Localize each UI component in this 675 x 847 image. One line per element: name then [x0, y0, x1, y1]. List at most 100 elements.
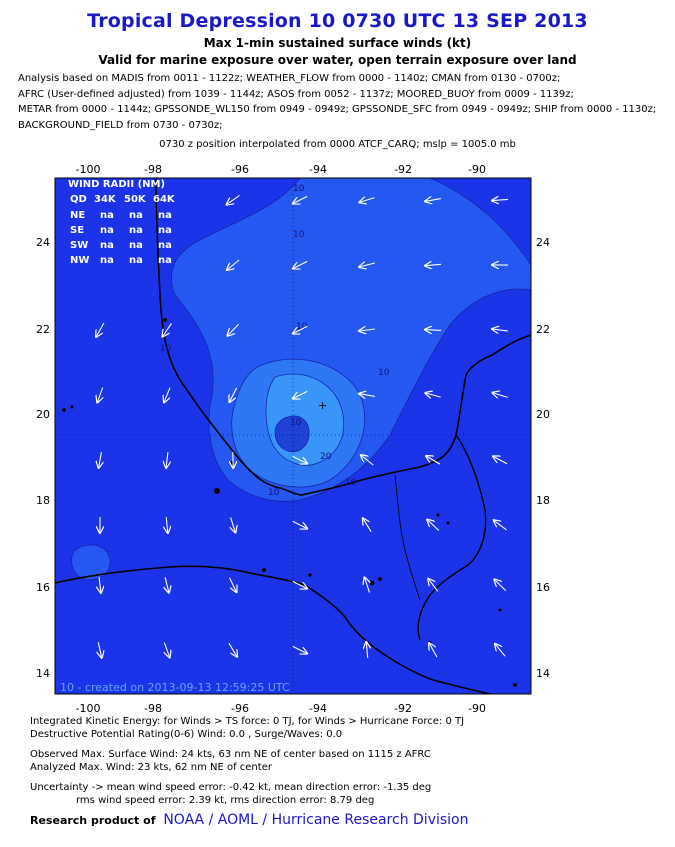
wind-radii-header: 50K [124, 194, 147, 205]
island [62, 408, 66, 412]
lon-tick: -94 [309, 163, 327, 176]
wind-radii-value: na [100, 240, 114, 251]
research-credit: Research product of NOAA / AOML / Hurric… [30, 812, 468, 828]
position-note: 0730 z position interpolated from 0000 A… [159, 139, 516, 150]
wind-arrow [229, 387, 238, 402]
wind-arrow [359, 263, 375, 267]
wind-radii-quadrant: SW [70, 240, 88, 251]
island [378, 577, 382, 581]
wind-arrow [425, 264, 442, 265]
wind-arrow [495, 644, 506, 657]
island [446, 521, 450, 525]
wind-arrow [365, 577, 370, 593]
wind-arrow [292, 455, 307, 463]
wind-arrow [164, 387, 171, 403]
lat-tick: 24 [36, 236, 50, 249]
lon-tick: -94 [309, 702, 327, 715]
island [436, 513, 440, 517]
dpr-line: Destructive Potential Rating(0-6) Wind: … [30, 729, 343, 740]
wind-arrow [492, 199, 509, 200]
wind-arrow [426, 456, 441, 465]
wind-radii-value: na [129, 210, 143, 221]
contour-label: 10 [290, 418, 302, 428]
summary-statistics: Integrated Kinetic Energy: for Winds > T… [30, 715, 464, 807]
wind-radii-value: na [158, 255, 172, 266]
map-frame [54, 177, 532, 695]
wind-arrow [492, 329, 508, 331]
graticule [55, 178, 531, 694]
island [262, 568, 266, 572]
wind-arrow [99, 452, 102, 468]
lat-tick: 20 [36, 408, 50, 421]
ike-line: Integrated Kinetic Energy: for Winds > T… [30, 716, 465, 727]
wind-arrow [227, 194, 240, 204]
island [369, 580, 375, 586]
lon-tick: -98 [144, 702, 162, 715]
map-subtitle: Max 1-min sustained surface winds (kt) [203, 36, 472, 50]
storm-center-marker: + [318, 399, 327, 412]
wind-arrow [98, 642, 101, 658]
wind-radii-value: na [129, 240, 143, 251]
lat-ticks-right: 24 22 20 18 16 14 [536, 236, 550, 680]
wind-arrow [293, 325, 308, 333]
analysis-line: METAR from 0000 - 1144z; GPSSONDE_WL150 … [18, 104, 657, 115]
lon-tick: -92 [394, 702, 412, 715]
island [308, 573, 312, 577]
lon-ticks-bottom: -100 -98 -96 -94 -92 -90 [76, 702, 486, 715]
map-title: Tropical Depression 10 0730 UTC 13 SEP 2… [87, 10, 588, 32]
wind-arrow [293, 195, 308, 203]
wind-radii-value: na [129, 255, 143, 266]
wind-arrow [165, 577, 169, 593]
wind-arrow [492, 393, 508, 398]
lat-tick: 22 [536, 323, 550, 336]
wind-arrow [292, 520, 307, 528]
wind-arrow [166, 516, 168, 533]
wind-arrow [293, 260, 308, 268]
contour-label: 10 [293, 184, 305, 194]
analysis-sources: Analysis based on MADIS from 0011 - 1122… [18, 71, 668, 133]
island [214, 488, 220, 494]
contour-label: 10 [378, 368, 390, 378]
island [70, 405, 74, 409]
analysis-line: BACKGROUND_FIELD from 0730 - 0730z; [18, 119, 223, 131]
wind-arrow [292, 580, 307, 588]
created-stamp: 10 - created on 2013-09-13 12:59:25 UTC [60, 681, 290, 694]
lat-tick: 18 [536, 494, 550, 507]
wind-radii-value: na [100, 225, 114, 236]
lon-tick: -96 [231, 163, 249, 176]
wind-radii-header: QD [70, 194, 87, 205]
wind-radii-value: na [129, 225, 143, 236]
research-prefix: Research product of [30, 814, 156, 827]
wind-arrow [227, 259, 240, 270]
wind-radii-quadrant: SE [70, 225, 84, 236]
wind-arrow [427, 520, 440, 531]
wind-arrow [428, 579, 439, 592]
wind-arrow [429, 643, 438, 658]
lon-tick: -100 [76, 163, 101, 176]
lon-tick: -90 [468, 702, 486, 715]
lat-tick: 20 [536, 408, 550, 421]
wind-contour-10kt-west [71, 544, 111, 581]
wind-arrow [359, 394, 375, 397]
lon-tick: -98 [144, 163, 162, 176]
yucatan-coast [417, 434, 487, 641]
wind-radii-value: na [158, 210, 172, 221]
lat-tick: 22 [36, 323, 50, 336]
wind-radii-header: 34K [94, 194, 117, 205]
lat-tick: 18 [36, 494, 50, 507]
lat-tick: 16 [36, 581, 50, 594]
lat-tick: 24 [536, 236, 550, 249]
wind-arrow [425, 199, 441, 202]
wind-radii-value: na [158, 225, 172, 236]
lon-tick: -100 [76, 702, 101, 715]
wind-arrow [227, 323, 239, 335]
contour-label: 10 [268, 488, 280, 498]
gulf-coastline [155, 178, 531, 496]
contour-labels: 10 10 10 10 10 10 20 10 10 [160, 184, 390, 498]
lat-tick: 14 [36, 667, 50, 680]
island [513, 683, 517, 687]
research-org-link[interactable]: NOAA / AOML / Hurricane Research Divisio… [163, 812, 469, 828]
wind-arrow [425, 330, 442, 331]
wind-arrow [99, 576, 101, 593]
wind-arrow [359, 329, 375, 331]
